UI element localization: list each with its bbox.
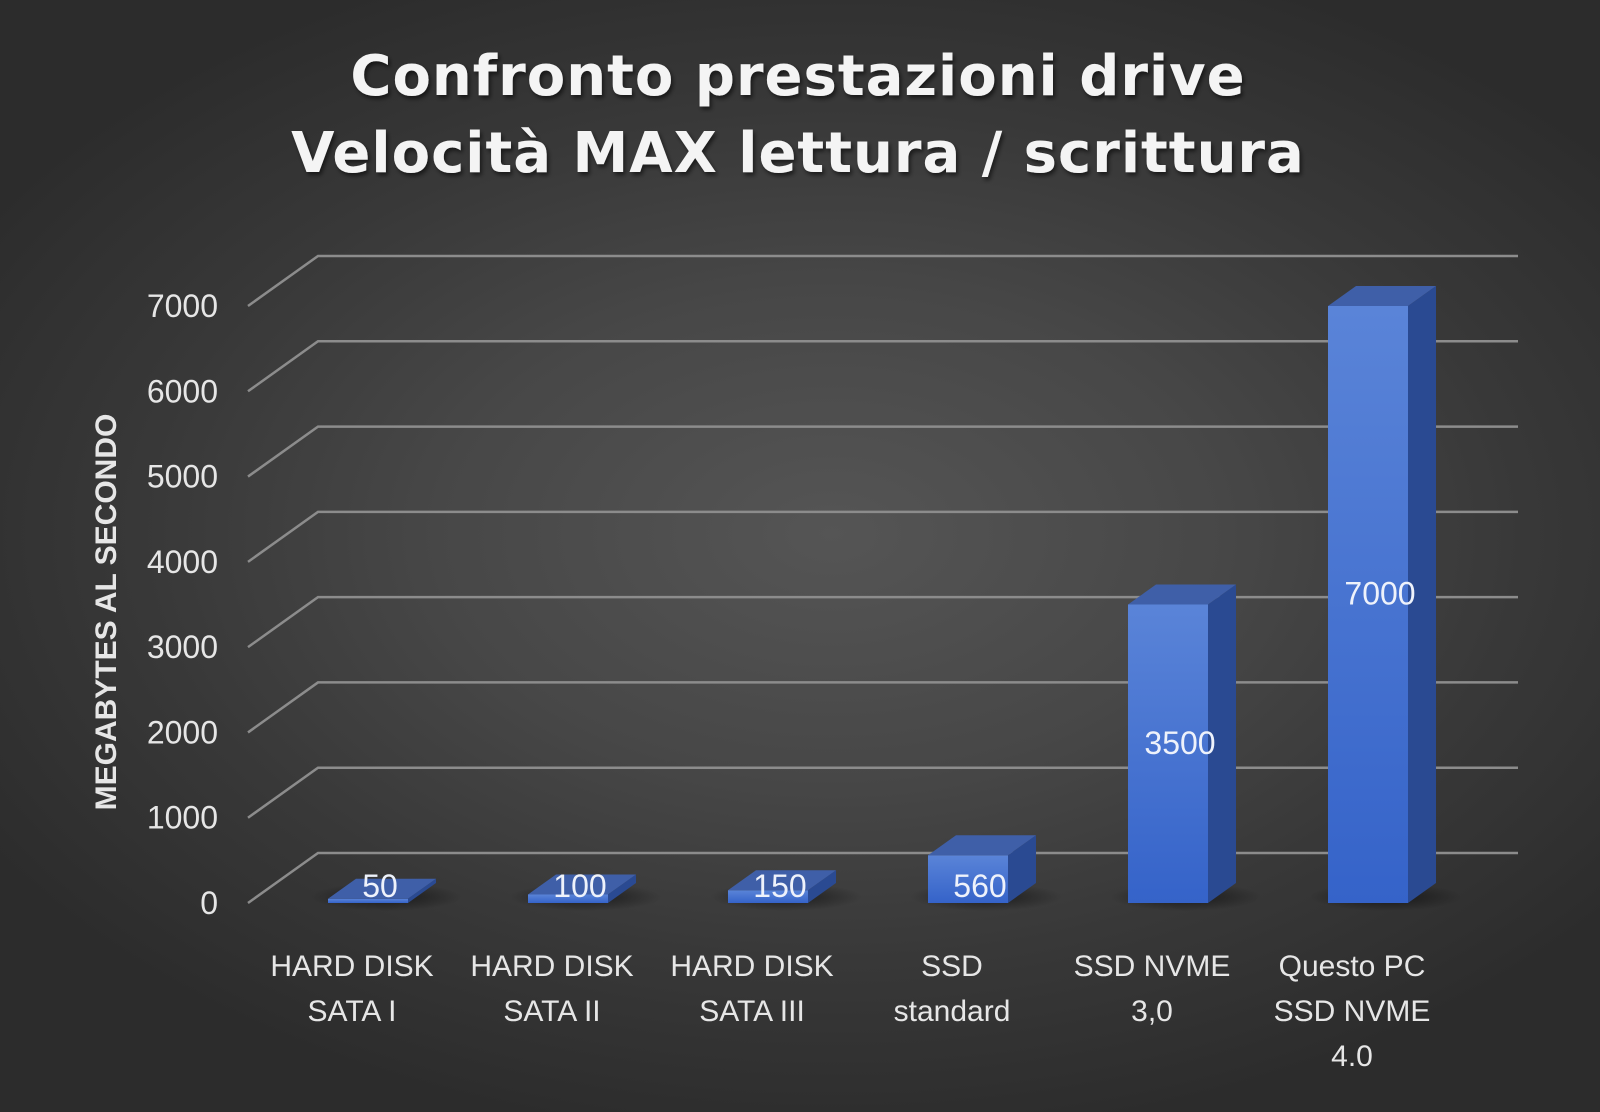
gridline	[247, 595, 1518, 649]
bar-side	[808, 870, 836, 903]
x-category-label: HARD DISK	[670, 950, 833, 983]
x-category-label: SSD	[921, 950, 983, 983]
bar-front	[1128, 604, 1208, 903]
bar-shadows	[310, 883, 1462, 911]
x-category-label: SSD NVME	[1274, 995, 1431, 1028]
y-tick-label: 0	[200, 885, 218, 921]
data-labels: 50 100 150 560 3500 7000	[362, 576, 1415, 905]
y-tick-label: 3000	[147, 629, 218, 665]
chart-title-line-1: Confronto prestazioni drive	[350, 44, 1245, 109]
y-tick-label: 2000	[147, 714, 218, 750]
gridlines	[247, 254, 1518, 905]
bar-front	[328, 898, 408, 903]
bar-front	[528, 894, 608, 903]
y-tick-label: 7000	[147, 288, 218, 324]
bar-front	[1328, 306, 1408, 903]
x-category-label: HARD DISK	[470, 950, 633, 983]
bar-side	[608, 874, 636, 903]
y-axis-ticks: 0 1000 2000 3000 4000 5000 6000 7000	[147, 288, 218, 921]
bar-front	[928, 855, 1008, 903]
bar	[328, 878, 436, 903]
x-category-label: standard	[894, 995, 1011, 1028]
gridline	[247, 425, 1518, 478]
bar-side	[1208, 584, 1236, 903]
y-tick-label: 5000	[147, 459, 218, 495]
gridline	[247, 254, 1518, 308]
y-tick-label: 1000	[147, 800, 218, 836]
bar-top	[928, 835, 1036, 856]
chart-title-line-2: Velocità MAX lettura / scrittura	[291, 121, 1305, 186]
bar-top	[528, 874, 636, 895]
x-category-label: SATA II	[503, 995, 600, 1028]
x-category-label: SATA I	[308, 995, 397, 1028]
x-axis-categories: HARD DISK SATA I HARD DISK SATA II HARD DISK…	[270, 950, 1430, 1073]
y-tick-label: 4000	[147, 544, 218, 580]
x-category-label: SSD NVME	[1074, 950, 1231, 983]
bar-side	[1408, 286, 1436, 903]
data-label: 50	[362, 868, 398, 904]
data-label: 7000	[1344, 576, 1415, 612]
gridline	[247, 510, 1518, 563]
bar	[1128, 584, 1236, 903]
data-label: 150	[753, 868, 806, 904]
bar	[928, 835, 1036, 903]
x-category-label: Questo PC	[1279, 950, 1426, 983]
bar-side	[1008, 835, 1036, 903]
data-label: 3500	[1144, 725, 1215, 761]
data-label: 100	[553, 868, 606, 904]
bar-top	[1128, 584, 1236, 605]
y-axis-label: MEGABYTES AL SECONDO	[90, 414, 123, 811]
x-category-label: HARD DISK	[270, 950, 433, 983]
gridline	[247, 851, 1518, 905]
bar-side	[408, 878, 436, 903]
bar-top	[728, 870, 836, 891]
bar	[728, 870, 836, 903]
bars	[328, 286, 1436, 903]
x-category-label: SATA III	[699, 995, 805, 1028]
bar-top	[1328, 286, 1436, 306]
gridline	[247, 766, 1518, 819]
x-category-label: 4.0	[1331, 1040, 1373, 1073]
chart-title: Confronto prestazioni drive Velocità MAX…	[291, 44, 1305, 186]
y-tick-label: 6000	[147, 373, 218, 409]
bar	[1328, 286, 1436, 903]
x-category-label: 3,0	[1131, 995, 1173, 1028]
data-label: 560	[953, 868, 1006, 904]
bar-top	[328, 878, 436, 899]
gridline	[247, 681, 1518, 734]
bar	[528, 874, 636, 903]
bar-front	[728, 890, 808, 903]
gridline	[247, 340, 1518, 393]
